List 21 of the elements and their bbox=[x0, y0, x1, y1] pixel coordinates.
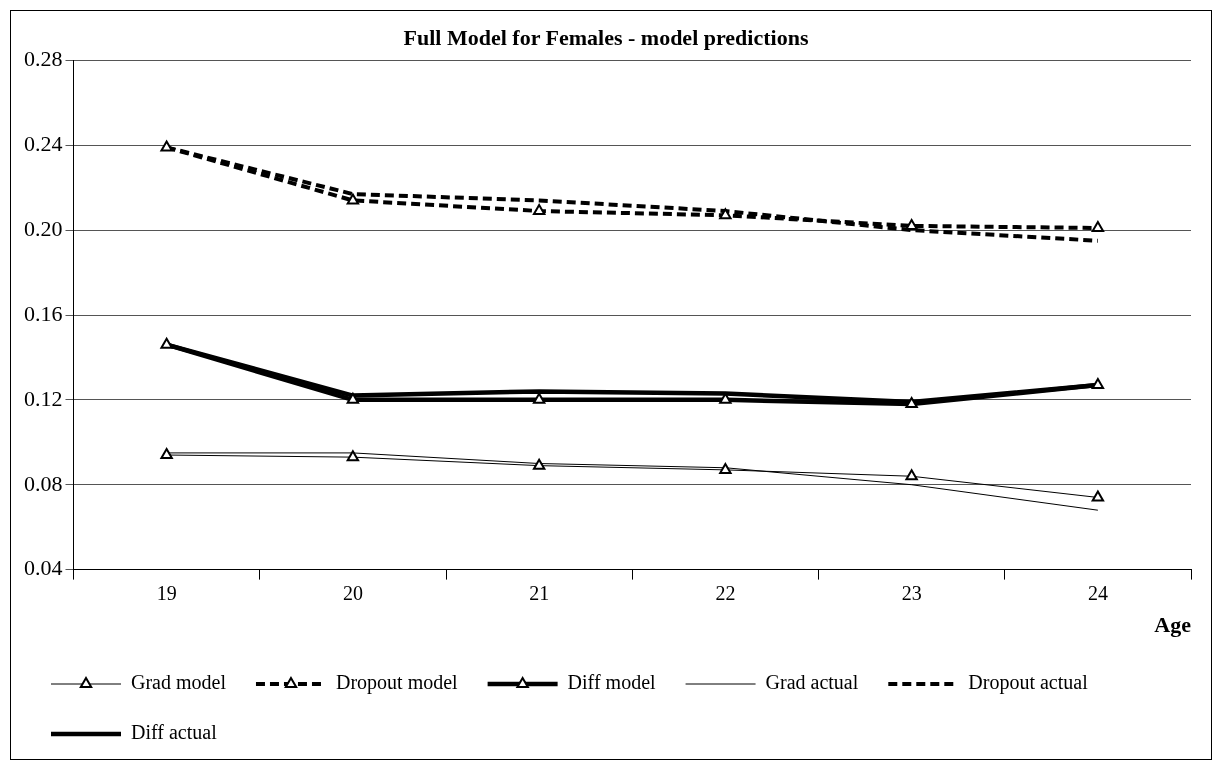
y-tick-label: 0.12 bbox=[24, 385, 63, 411]
x-tick-label: 19 bbox=[156, 581, 177, 604]
x-tick-label: 23 bbox=[901, 581, 922, 604]
y-tick-label: 0.16 bbox=[24, 300, 63, 326]
legend-label: Diff actual bbox=[131, 721, 218, 744]
x-axis-title: Age bbox=[1154, 612, 1192, 638]
x-tick-label: 24 bbox=[1087, 581, 1108, 604]
y-tick-label: 0.04 bbox=[24, 555, 63, 581]
legend-label: Grad actual bbox=[765, 671, 859, 694]
x-tick-label: 22 bbox=[715, 581, 736, 604]
y-tick-label: 0.08 bbox=[24, 470, 63, 496]
y-tick-label: 0.24 bbox=[24, 131, 63, 157]
y-tick-label: 0.28 bbox=[24, 46, 63, 72]
legend-label: Dropout model bbox=[335, 671, 459, 695]
y-tick-label: 0.20 bbox=[24, 215, 63, 241]
legend-label: Grad model bbox=[131, 671, 227, 694]
chart-title: Full Model for Females - model predictions bbox=[403, 24, 809, 50]
legend-label: Diff model bbox=[567, 671, 657, 694]
legend-label: Dropout actual bbox=[968, 671, 1089, 695]
x-tick-label: 20 bbox=[342, 581, 363, 604]
x-tick-label: 21 bbox=[529, 581, 550, 604]
